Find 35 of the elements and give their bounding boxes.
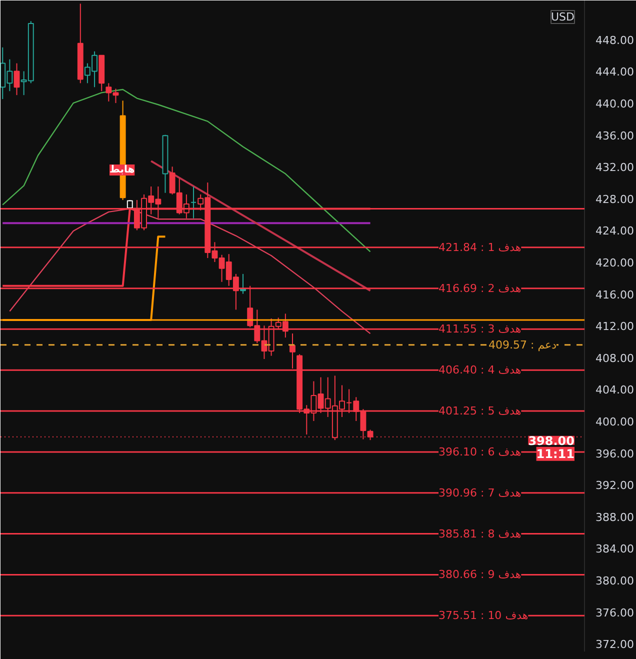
ref-line-label: 409.57 : دعم	[488, 338, 557, 352]
ref-line-label: 385.81 : 8 هدف	[438, 527, 522, 540]
annotation: هابط	[110, 164, 135, 176]
y-tick-label: 412.00	[596, 320, 634, 334]
y-tick-label: 440.00	[596, 98, 634, 111]
y-tick-label: 400.00	[596, 415, 634, 428]
ref-line-label: 375.51 : 10 هدف	[438, 609, 528, 622]
y-tick-label: 392.00	[596, 479, 634, 492]
annotation: 11:11	[536, 446, 575, 461]
y-tick-label: 436.00	[596, 129, 634, 142]
y-tick-label: 420.00	[596, 256, 634, 270]
annotation: USD	[550, 10, 575, 24]
ref-line-label: 396.10 : 6 هدف	[438, 445, 522, 458]
y-tick-label: 404.00	[596, 384, 634, 397]
y-tick-label: 444.00	[596, 66, 634, 79]
y-tick-label: 432.00	[596, 161, 634, 174]
ref-line-label: 398.00	[528, 434, 575, 448]
ref-line-label: 380.66 : 9 هدف	[438, 568, 522, 582]
y-tick-label: 448.00	[596, 34, 634, 47]
ref-line-label: 416.69 : 2 هدف	[438, 282, 522, 295]
y-tick-label: 416.00	[596, 288, 634, 302]
y-tick-label: 372.00	[596, 638, 634, 652]
ref-line-label: 411.55 : 3 هدف	[438, 322, 522, 336]
y-tick-label: 424.00	[596, 224, 634, 238]
ref-line-label: 406.40 : 4 هدف	[438, 364, 522, 377]
y-tick-label: 376.00	[596, 606, 634, 620]
y-tick-label: 388.00	[596, 510, 634, 524]
ref-line-label: 390.96 : 7 هدف	[438, 486, 522, 500]
y-tick-label: 408.00	[596, 352, 634, 365]
y-tick-label: 428.00	[596, 192, 634, 206]
ref-line-label: 421.84 : 1 هدف	[438, 240, 522, 254]
y-tick-label: 380.00	[596, 574, 634, 588]
y-tick-label: 396.00	[596, 447, 634, 460]
ref-line-label: 401.25 : 5 هدف	[438, 404, 522, 418]
y-tick-label: 384.00	[596, 542, 634, 556]
